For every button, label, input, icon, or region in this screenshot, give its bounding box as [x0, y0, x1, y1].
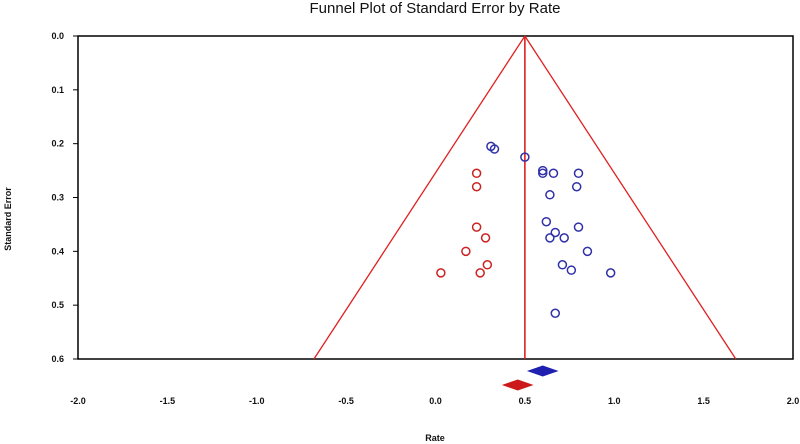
funnel-right-line — [524, 35, 737, 360]
plot-area — [77, 35, 794, 360]
x-tick-label: -1.0 — [249, 396, 265, 406]
y-axis-label: Standard Error — [3, 187, 13, 251]
y-axis-ticks: 0.0 0.1 0.2 0.3 0.4 0.5 0.6 — [51, 31, 78, 364]
data-point — [557, 260, 568, 270]
data-point — [471, 222, 482, 232]
funnel-lines — [313, 35, 737, 360]
y-tick-label: 0.2 — [51, 139, 64, 149]
data-point — [559, 233, 569, 243]
x-tick-label: 0.5 — [519, 396, 532, 406]
data-point — [566, 265, 577, 275]
data-point — [471, 181, 482, 192]
data-point — [573, 222, 584, 232]
x-axis-ticks: -2.0 -1.5 -1.0 -0.5 0.0 0.5 1.0 1.5 2.0 — [70, 396, 799, 406]
y-tick-label: 0.5 — [51, 300, 64, 310]
data-point — [489, 144, 500, 154]
x-tick-label: 1.0 — [608, 396, 621, 406]
y-tick-label: 0.1 — [51, 85, 64, 95]
data-point — [571, 181, 582, 192]
funnel-left-line — [313, 35, 526, 360]
data-point — [548, 168, 559, 179]
data-point — [538, 168, 548, 179]
data-point — [605, 268, 616, 278]
data-point — [471, 168, 482, 179]
data-point — [482, 260, 493, 270]
data-point — [520, 152, 530, 162]
data-point — [461, 246, 471, 257]
y-tick-label: 0.6 — [51, 354, 64, 364]
y-tick-label: 0.0 — [51, 31, 64, 41]
summary-diamonds — [501, 365, 559, 391]
data-point — [550, 227, 561, 238]
x-axis-label: Rate — [425, 433, 445, 443]
data-point — [436, 268, 446, 278]
data-point — [475, 268, 485, 278]
data-point — [573, 168, 584, 179]
data-point — [541, 216, 552, 227]
data-point — [480, 233, 491, 243]
summary-diamond — [501, 379, 534, 391]
y-tick-label: 0.3 — [51, 193, 64, 203]
data-point — [545, 190, 555, 200]
x-tick-label: -2.0 — [70, 396, 86, 406]
summary-diamond — [526, 365, 559, 377]
x-tick-label: -0.5 — [338, 396, 354, 406]
x-tick-label: 1.5 — [697, 396, 710, 406]
y-tick-label: 0.4 — [51, 246, 64, 256]
data-point — [545, 233, 555, 243]
x-tick-label: 2.0 — [787, 396, 800, 406]
x-tick-label: 0.0 — [429, 396, 442, 406]
data-point — [538, 165, 548, 176]
data-point — [582, 246, 593, 257]
chart-title: Funnel Plot of Standard Error by Rate — [310, 0, 561, 17]
data-points — [436, 141, 616, 318]
data-point — [550, 308, 561, 318]
x-tick-label: -1.5 — [160, 396, 176, 406]
